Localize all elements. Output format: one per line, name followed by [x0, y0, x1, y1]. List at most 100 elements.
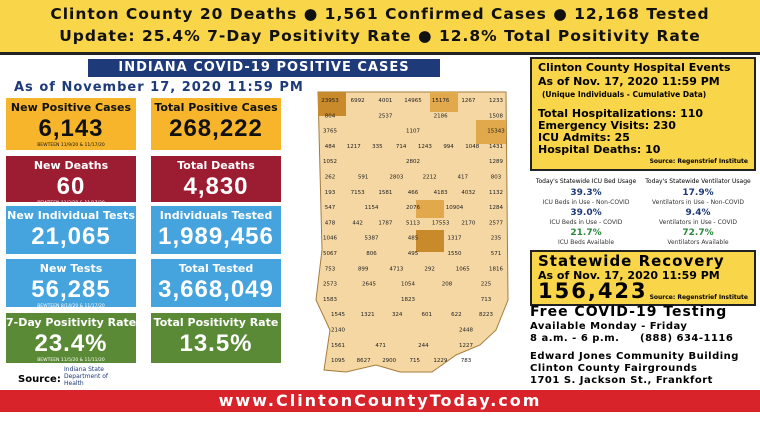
county-cases: 714 [396, 144, 407, 150]
tile-value: 60 [56, 173, 86, 200]
hospital-title: Clinton County Hospital Events [538, 61, 731, 74]
county-cases: 471 [375, 343, 386, 349]
county-shade [416, 230, 444, 252]
footer-url[interactable]: www.ClintonCountyToday.com [0, 390, 760, 412]
recovery-box: Statewide Recovery As of Nov. 17, 2020 1… [530, 250, 756, 306]
county-cases: 1217 [347, 144, 361, 150]
county-cases: 208 [442, 282, 453, 288]
tile-label: Total Deaths [177, 159, 255, 172]
county-cases: 899 [358, 266, 369, 272]
county-cases: 1054 [401, 282, 415, 288]
testing-days: Available Monday - Friday [530, 321, 688, 332]
county-cases: 1317 [448, 236, 462, 242]
county-cases: 1243 [418, 144, 432, 150]
tile-value: 21,065 [31, 223, 111, 250]
county-cases: 713 [481, 297, 492, 303]
county-cases: 1289 [489, 159, 503, 165]
recovery-title: Statewide Recovery [538, 252, 725, 270]
hospital-line: Hospital Deaths: 10 [538, 143, 661, 156]
county-cases: 292 [424, 266, 435, 272]
county-cases: 478 [325, 220, 336, 226]
tile-note: BEWTEEN 11/3/20 & 11/17/20 [37, 201, 105, 206]
county-cases: 994 [443, 144, 454, 150]
county-cases: 1816 [489, 266, 503, 272]
county-shade [476, 120, 506, 144]
county-cases: 1545 [331, 312, 345, 318]
usage-label: ICU Beds in Use - Non-COVID [542, 199, 630, 206]
tile-label: New Individual Tests [7, 209, 135, 222]
county-cases: 5113 [406, 220, 420, 226]
county-cases: 5067 [323, 251, 337, 257]
tile-label: New Deaths [33, 159, 109, 172]
county-cases: 783 [461, 358, 472, 364]
county-cases: 466 [408, 190, 419, 196]
hospital-line: Emergency Visits: 230 [538, 119, 676, 132]
usage-label: ICU Beds in Use - COVID [549, 219, 623, 226]
tile-note: BEWTEEN 8/14/20 & 11/17/20 [37, 304, 105, 309]
county-cases: 1508 [489, 113, 503, 119]
stat-tile: New Positive Cases 6,143 BEWTEEN 11/9/20 &… [5, 97, 137, 151]
county-cases: 753 [325, 266, 336, 272]
testing-title: Free COVID-19 Testing [530, 304, 728, 320]
county-cases: 324 [392, 312, 403, 318]
county-cases: 1550 [448, 251, 462, 257]
stat-tile: Individuals Tested 1,989,456 [150, 205, 282, 255]
county-cases: 10904 [446, 205, 464, 211]
county-cases: 2186 [434, 113, 448, 119]
hospital-box: Clinton County Hospital Events As of Nov… [530, 57, 756, 171]
tile-label: Total Tested [178, 262, 254, 275]
county-cases: 1048 [465, 144, 479, 150]
usage-value: 39.0% [570, 208, 602, 218]
source-logo: Indiana State Department of Health [64, 366, 108, 387]
usage-value: 72.7% [682, 228, 714, 238]
stat-tile: Total Tested 3,668,049 [150, 258, 282, 308]
tile-value: 4,830 [183, 173, 249, 200]
stat-tile: Total Positive Cases 268,222 [150, 97, 282, 151]
stat-tile: Total Deaths 4,830 [150, 155, 282, 203]
header: Clinton County 20 Deaths ● 1,561 Confirm… [0, 0, 760, 55]
county-cases: 4032 [461, 190, 475, 196]
county-cases: 1267 [461, 98, 475, 104]
header-line: Clinton County 20 Deaths ● 1,561 Confirm… [50, 5, 710, 23]
county-cases: 5387 [365, 236, 379, 242]
hospital-line: ICU Admits: 25 [538, 131, 630, 144]
usage-title: Today's Statewide Ventilator Usage [645, 178, 751, 185]
county-cases: 1431 [489, 144, 503, 150]
county-cases: 1227 [459, 343, 473, 349]
stat-tile: New Tests 56,285 BEWTEEN 8/14/20 & 11/17/2… [5, 258, 137, 309]
usage-label: ICU Beds Available [557, 239, 615, 246]
county-labels: 23953 6992 4001 14965 15176 1267 1233 804 2537 21… [321, 98, 505, 364]
county-cases: 571 [491, 251, 502, 257]
usage-value: 39.3% [570, 188, 602, 198]
tile-label: Total Positive Cases [154, 101, 278, 114]
hospital-source: Source: Regenstrief Institute [649, 158, 748, 165]
tile-value: 1,989,456 [158, 223, 274, 250]
county-cases: 622 [451, 312, 462, 318]
county-cases: 2537 [378, 113, 392, 119]
header-line: Update: 25.4% 7-Day Positivity Rate ● 12… [59, 27, 701, 45]
stat-tile: 7-Day Positivity Rate 23.4% BEWTEEN 11/5/2… [5, 312, 137, 364]
county-cases: 1787 [378, 220, 392, 226]
county-cases: 2076 [406, 205, 420, 211]
county-cases: 244 [418, 343, 429, 349]
county-cases: 417 [458, 175, 469, 181]
county-shade [318, 92, 346, 116]
usage-label: Ventilators in Use - COVID [659, 219, 737, 226]
county-cases: 601 [422, 312, 433, 318]
county-cases: 2645 [362, 282, 376, 288]
tile-label: Total Positivity Rate [153, 316, 279, 329]
county-cases: 1095 [331, 358, 345, 364]
usage-label: Ventilators in Use - Non-COVID [651, 199, 744, 206]
county-cases: 262 [325, 175, 336, 181]
county-cases: 1229 [433, 358, 447, 364]
county-cases: 193 [325, 190, 336, 196]
county-cases: 803 [491, 175, 502, 181]
county-cases: 2573 [323, 282, 337, 288]
county-cases: 1233 [489, 98, 503, 104]
county-cases: 4001 [378, 98, 392, 104]
usage-label: Ventilators Available [667, 239, 729, 246]
tile-value: 13.5% [179, 330, 253, 357]
county-cases: 1132 [489, 190, 503, 196]
county-cases: 2140 [331, 328, 345, 334]
tile-label: Individuals Tested [159, 209, 273, 222]
